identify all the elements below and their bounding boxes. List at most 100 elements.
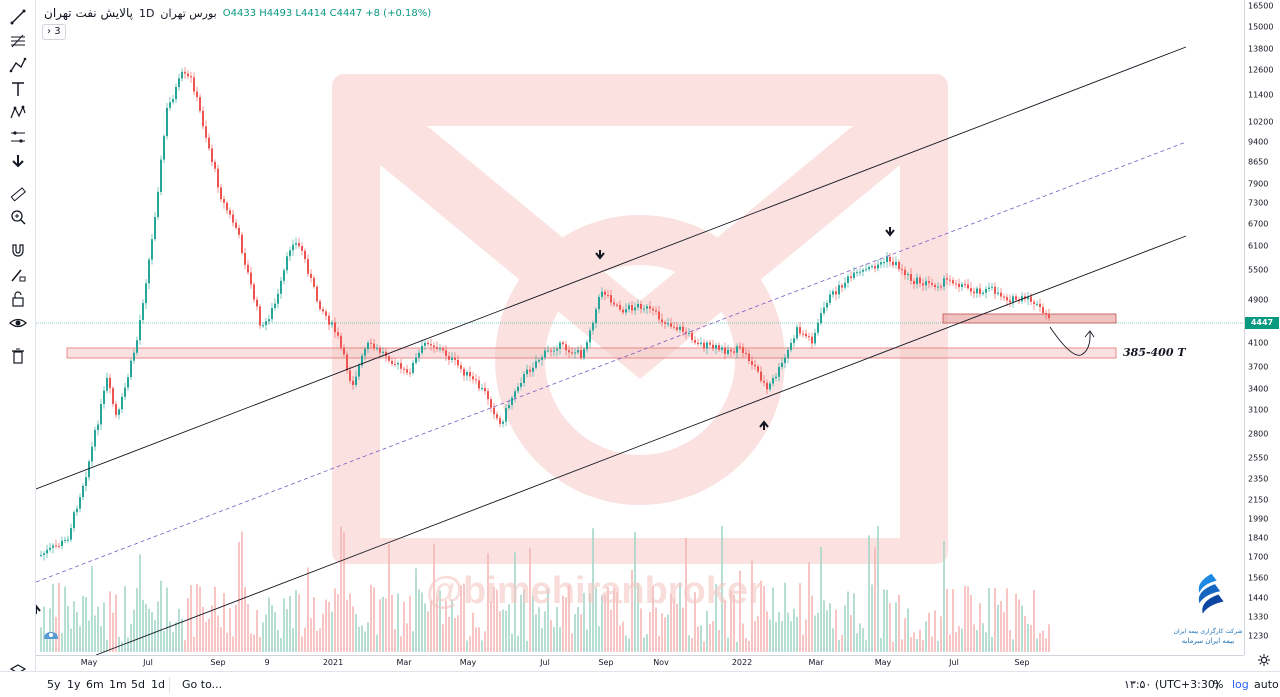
volume-bar (949, 634, 951, 652)
volume-bar (958, 626, 960, 652)
arrow-up-marker (759, 420, 769, 430)
range-5y-button[interactable]: 5y (47, 678, 61, 691)
candle-body (283, 270, 285, 281)
price-tick: 1330 (1248, 612, 1269, 622)
ruler-icon[interactable] (7, 183, 29, 205)
candle-body (262, 325, 264, 327)
price-tick: 2550 (1248, 453, 1269, 463)
timezone-label[interactable]: ۱۳:۵۰ (UTC+3:30) (1124, 678, 1220, 691)
lock-icon[interactable] (7, 288, 29, 310)
volume-bar (181, 618, 183, 652)
time-tick: Jul (949, 658, 959, 667)
symbol-name[interactable]: پالایش نفت تهران (44, 6, 133, 20)
price-tick: 1990 (1248, 514, 1269, 524)
price-axis[interactable]: 4447 16500 15000 13800 12600 11400 10200 9400 8… (1244, 0, 1280, 655)
volume-bar (538, 607, 540, 652)
price-tick: 1440 (1248, 593, 1269, 603)
volume-bar (304, 627, 306, 652)
volume-bar (763, 585, 765, 652)
price-tick: 1230 (1248, 631, 1269, 641)
time-axis[interactable]: May Jul Sep 9 2021 Mar May Jul Sep Nov 2022 Mar May J… (36, 655, 1244, 671)
candle-body (502, 421, 504, 424)
volume-bar (1048, 624, 1050, 652)
trend-line-icon[interactable] (7, 6, 29, 28)
candle-body (847, 276, 849, 283)
volume-bar (745, 638, 747, 652)
fib-icon[interactable] (7, 30, 29, 52)
candle-body (109, 377, 111, 389)
candle-body (952, 280, 954, 284)
candle-body (448, 355, 450, 360)
candle-body (820, 313, 822, 323)
volume-bar (193, 636, 195, 652)
candle-body (382, 351, 384, 353)
volume-bar (460, 585, 462, 652)
log-toggle[interactable]: log (1232, 678, 1249, 691)
magnet-icon[interactable] (7, 240, 29, 262)
price-tick: 1840 (1248, 533, 1269, 543)
candle-body (85, 477, 87, 486)
candle-body (916, 277, 918, 285)
bottom-toolbar: 5y 1y 6m 1m 5d 1d Go to... ۱۳:۵۰ (UTC+3:… (0, 654, 1280, 697)
pattern-icon[interactable] (7, 102, 29, 124)
goto-button[interactable]: Go to... (182, 678, 223, 691)
volume-bar (337, 594, 339, 652)
time-tick: May (874, 658, 892, 667)
percent-toggle[interactable]: % (1213, 678, 1224, 691)
pencil-lock-icon[interactable] (7, 264, 29, 286)
candle-body (319, 301, 321, 310)
volume-bar (1045, 638, 1047, 652)
auto-toggle[interactable]: auto (1254, 678, 1279, 691)
volume-bar (517, 635, 519, 652)
candle-body (721, 347, 723, 350)
volume-bar (826, 610, 828, 652)
candle-body (907, 274, 909, 276)
candle-body (556, 348, 558, 351)
volume-bar (148, 608, 150, 652)
channel-mid-dashed-line[interactable] (36, 141, 1187, 583)
volume-bar (514, 552, 516, 652)
arrow-down-icon[interactable] (7, 150, 29, 172)
chart-pane[interactable]: پالایش نفت تهران 1D بورس تهران O4433 H44… (36, 0, 1244, 655)
channel-lower-line[interactable] (95, 235, 1187, 655)
interval-label[interactable]: 1D (138, 6, 155, 20)
eye-icon[interactable] (7, 312, 29, 334)
volume-bar (664, 617, 666, 652)
volume-bar (94, 615, 96, 652)
volume-bar (475, 627, 477, 652)
volume-bar (496, 589, 498, 652)
measure-icon[interactable] (7, 126, 29, 148)
gear-icon[interactable] (1258, 654, 1270, 669)
candle-body (958, 283, 960, 288)
text-icon[interactable] (7, 78, 29, 100)
volume-bar (367, 622, 369, 652)
trash-icon[interactable] (7, 345, 29, 367)
zoom-icon[interactable] (7, 206, 29, 228)
candle-body (442, 348, 444, 351)
candle-body (376, 347, 378, 349)
support-zone-box[interactable] (66, 347, 1117, 359)
path-icon[interactable] (7, 54, 29, 76)
channel-upper-line[interactable] (36, 46, 1187, 490)
volume-bar (214, 586, 216, 652)
resistance-zone-box[interactable] (942, 313, 1117, 324)
price-tick: 8650 (1248, 157, 1269, 167)
range-6m-button[interactable]: 6m (86, 678, 104, 691)
volume-bar (289, 596, 291, 652)
volume-bar (256, 610, 258, 652)
range-5d-button[interactable]: 5d (131, 678, 145, 691)
volume-bar (361, 625, 363, 652)
range-1d-button[interactable]: 1d (151, 678, 165, 691)
volume-bar (67, 605, 69, 652)
volume-bar (247, 604, 249, 652)
price-tick: 10200 (1248, 117, 1274, 127)
candle-body (229, 210, 231, 215)
price-tick: 6100 (1248, 241, 1269, 251)
range-1m-button[interactable]: 1m (109, 678, 127, 691)
projection-curve[interactable] (1049, 326, 1091, 356)
range-1y-button[interactable]: 1y (67, 678, 81, 691)
candle-body (925, 281, 927, 286)
indicators-toggle[interactable]: › 3 (42, 24, 66, 40)
candle-body (250, 272, 252, 285)
chart-canvas[interactable] (36, 0, 1244, 655)
